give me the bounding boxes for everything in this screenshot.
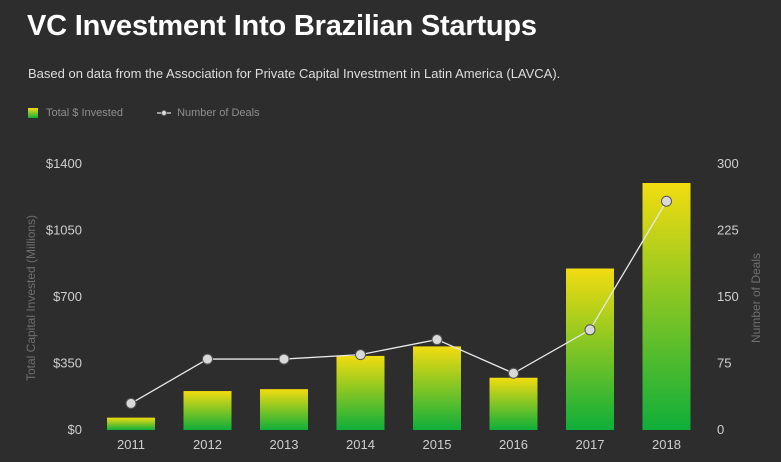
y-tick-label: $350 — [53, 356, 82, 371]
legend-line-swatch — [157, 110, 172, 116]
y-tick-label: $700 — [53, 289, 82, 304]
chart-title: VC Investment Into Brazilian Startups — [27, 10, 537, 42]
deals-line — [130, 200, 668, 404]
bar-2011[interactable] — [107, 417, 155, 430]
x-tick-label: 2015 — [423, 437, 452, 452]
x-tick-label: 2012 — [193, 437, 222, 452]
x-tick-label: 2018 — [652, 437, 681, 452]
bar-2013[interactable] — [260, 389, 308, 430]
bar-2016[interactable] — [489, 377, 538, 430]
bar-2015[interactable] — [413, 346, 461, 430]
legend: Total $ Invested Number of Deals — [28, 107, 294, 119]
deals-point-2016[interactable] — [508, 367, 519, 379]
x-tick-label: 2011 — [117, 437, 145, 452]
y2-axis-title: Number of Deals — [749, 253, 763, 343]
deals-point-2014[interactable] — [355, 349, 366, 361]
y2-tick-label: 300 — [717, 156, 739, 171]
chart-subtitle: Based on data from the Association for P… — [28, 66, 561, 81]
y-tick-label: $1050 — [46, 223, 82, 238]
legend-label-deals: Number of Deals — [177, 107, 260, 119]
deals-point-2017[interactable] — [584, 324, 596, 336]
y-tick-label: $0 — [68, 422, 82, 437]
legend-item-deals[interactable]: Number of Deals — [157, 107, 260, 119]
deals-point-2012[interactable] — [202, 353, 213, 365]
deals-point-2013[interactable] — [278, 353, 290, 365]
x-tick-label: 2017 — [576, 437, 605, 452]
y2-tick-label: 0 — [717, 422, 724, 437]
y2-tick-label: 225 — [717, 223, 739, 238]
x-tick-label: 2013 — [270, 437, 299, 452]
legend-item-invested[interactable]: Total $ Invested — [28, 107, 123, 119]
y-axis-title: Total Capital Invested (Millions) — [24, 215, 38, 381]
y-tick-label: $1400 — [46, 156, 82, 171]
y2-tick-label: 75 — [717, 356, 731, 371]
bar-2017[interactable] — [566, 268, 614, 431]
legend-label-invested: Total $ Invested — [46, 107, 124, 119]
deals-point-2015[interactable] — [431, 334, 443, 346]
legend-bar-swatch — [28, 108, 38, 118]
x-tick-label: 2016 — [499, 437, 528, 452]
x-tick-label: 2014 — [346, 437, 375, 452]
deals-point-2011[interactable] — [125, 397, 137, 409]
y2-tick-label: 150 — [717, 289, 739, 304]
bar-2018[interactable] — [642, 183, 691, 430]
bar-2012[interactable] — [183, 391, 232, 430]
bar-2014[interactable] — [336, 355, 385, 430]
deals-point-2018[interactable] — [661, 195, 672, 207]
